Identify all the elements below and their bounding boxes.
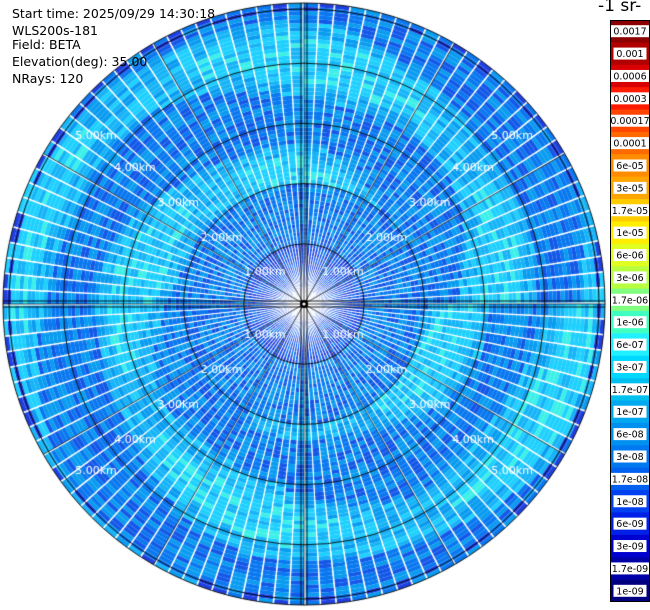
- colorbar-tick-bg: [613, 271, 647, 284]
- colorbar-tick-bg: [613, 360, 647, 373]
- colorbar-tick-label: 1e-05: [616, 228, 643, 239]
- colorbar-tick-label: 1.7e-06: [612, 295, 648, 306]
- colorbar-tick-label: 1.7e-08: [612, 474, 648, 485]
- colorbar-unit-label: -1 sr-: [598, 0, 642, 16]
- colorbar-tick-label: 0.0003: [613, 94, 646, 105]
- elevation-label: Elevation(deg): 35.00: [12, 54, 148, 69]
- colorbar-tick-label: 0.0001: [613, 139, 646, 150]
- nrays-label: NRays: 120: [12, 71, 84, 86]
- ppi-plot-canvas: [0, 0, 610, 610]
- colorbar-tick-label: 1e-07: [616, 407, 643, 418]
- colorbar-tick-bg: [613, 405, 647, 418]
- field-label: Field: BETA: [12, 37, 81, 52]
- colorbar-tick-bg: [610, 562, 650, 575]
- colorbar-tick-bg: [610, 114, 650, 127]
- instrument-label: WLS200s-181: [12, 23, 98, 38]
- colorbar-tick-bg: [610, 92, 650, 105]
- colorbar-tick-bg: [613, 450, 647, 463]
- colorbar-tick-bg: [610, 69, 650, 82]
- colorbar-tick-label: 0.00017: [610, 116, 649, 127]
- start-time-label: Start time: 2025/09/29 14:30:18: [12, 6, 216, 21]
- colorbar-tick-bg: [613, 181, 647, 194]
- colorbar-tick-label: 6e-08: [616, 430, 643, 441]
- colorbar-tick-bg: [613, 226, 647, 239]
- colorbar-tick-label: 0.0006: [613, 71, 646, 82]
- colorbar-tick-label: 3e-07: [616, 362, 643, 373]
- colorbar-tick-label: 1e-06: [616, 318, 643, 329]
- colorbar-tick-label: 3e-06: [616, 273, 643, 284]
- colorbar-tick-bg: [610, 383, 650, 396]
- colorbar-tick-label: 3e-05: [616, 183, 643, 194]
- colorbar-tick-bg: [613, 159, 647, 172]
- colorbar-tick-label: 1e-09: [616, 586, 643, 597]
- colorbar-tick-bg: [613, 584, 647, 597]
- colorbar-tick-label: 6e-06: [616, 251, 643, 262]
- colorbar-tick-bg: [610, 137, 650, 150]
- colorbar-tick-bg: [613, 517, 647, 530]
- colorbar: 0.0017 0.001 0.0006 0.0003 0.00017 0.0001 6e-0…: [610, 20, 650, 602]
- colorbar-tick-bg: [613, 316, 647, 329]
- colorbar-tick-bg: [610, 472, 650, 485]
- colorbar-tick-bg: [613, 428, 647, 441]
- colorbar-tick-bg: [610, 25, 650, 38]
- colorbar-tick-bg: [613, 249, 647, 262]
- colorbar-tick-label: 1e-08: [616, 497, 643, 508]
- colorbar-tick-label: 1.7e-07: [612, 385, 648, 396]
- colorbar-tick-bg: [613, 47, 647, 60]
- colorbar-tick-label: 0.001: [616, 49, 643, 60]
- colorbar-tick-label: 3e-08: [616, 452, 643, 463]
- colorbar-tick-bg: [613, 338, 647, 351]
- colorbar-tick-bg: [610, 204, 650, 217]
- colorbar-tick-label: 6e-09: [616, 519, 643, 530]
- colorbar-tick-bg: [610, 293, 650, 306]
- colorbar-tick-label: 6e-05: [616, 161, 643, 172]
- colorbar-tick-bg: [613, 540, 647, 553]
- colorbar-tick-label: 1.7e-09: [612, 564, 648, 575]
- colorbar-tick-label: 1.7e-05: [612, 206, 648, 217]
- colorbar-tick-bg: [613, 495, 647, 508]
- colorbar-tick-label: 6e-07: [616, 340, 643, 351]
- colorbar-tick-label: 3e-09: [616, 542, 643, 553]
- colorbar-tick-label: 0.0017: [613, 27, 646, 38]
